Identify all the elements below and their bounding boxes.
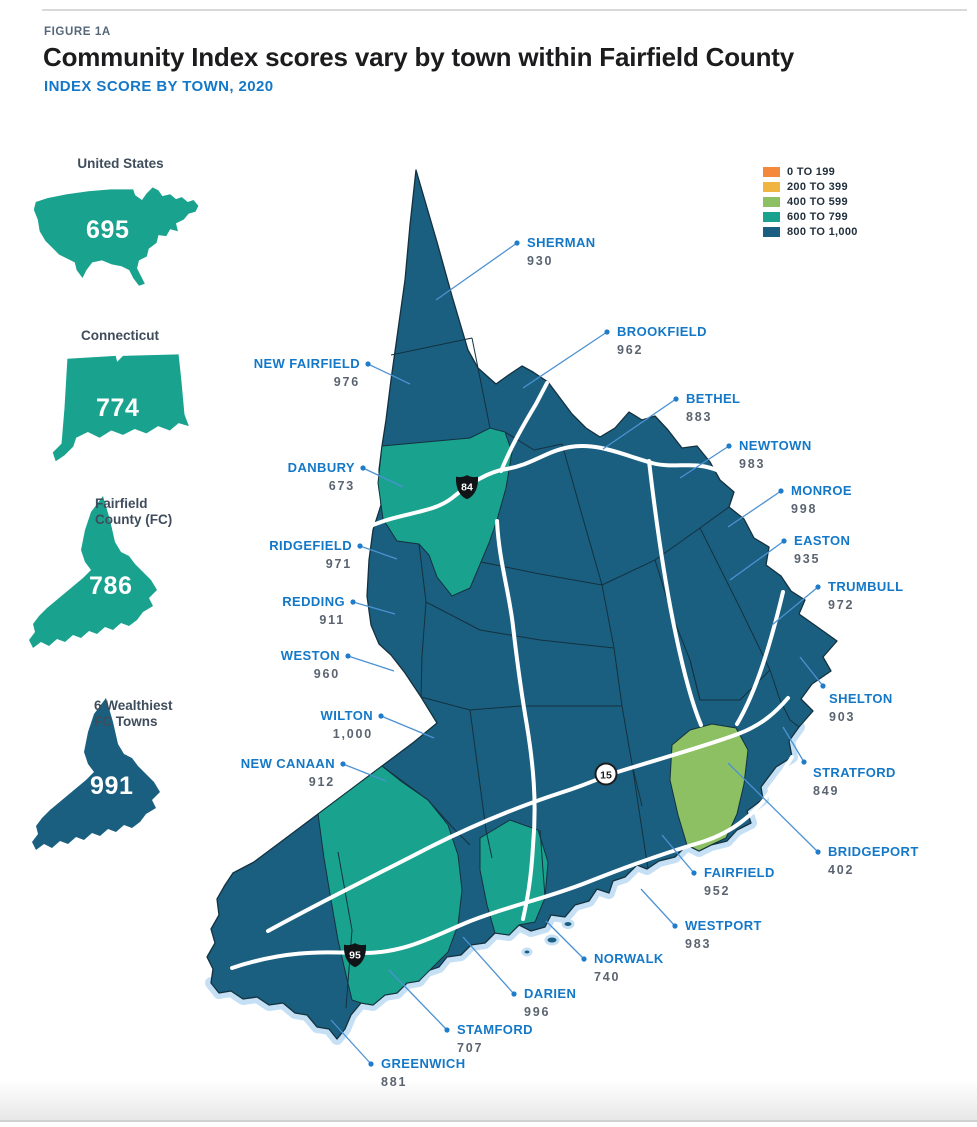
benchmark-united-states: United States 695 [28,156,213,300]
benchmark-title: Fairfield County (FC) [95,496,173,527]
legend-label: 600 TO 799 [787,210,848,223]
svg-text:84: 84 [461,482,473,494]
benchmark-score: 774 [96,394,140,422]
page-bottom-edge [0,1120,977,1122]
figure-title: Community Index scores vary by town with… [43,42,794,72]
legend-label: 0 TO 199 [787,165,836,178]
highway-route7-south [495,519,537,921]
legend-label: 400 TO 599 [787,195,848,208]
i95-shield: 95 [343,943,367,968]
town-label-new-canaan: NEW CANAAN 912 [240,756,335,789]
route15-marker: 15 [594,762,618,786]
town-label-fairfield: FAIRFIELD 952 [704,865,775,898]
legend-label: 200 TO 399 [787,180,848,193]
town-label-weston: WESTON 960 [280,648,340,681]
town-label-trumbull: TRUMBULL 972 [828,579,904,612]
town-label-new-fairfield: NEW FAIRFIELD 976 [253,356,360,389]
figure-subtitle: INDEX SCORE BY TOWN, 2020 [44,78,274,95]
i84-shield: 84 [455,475,479,500]
legend-swatch-amber [763,181,780,192]
town-label-stamford: STAMFORD 707 [457,1022,533,1055]
town-label-bethel: BETHEL 883 [686,391,741,424]
legend-item: 400 TO 599 [763,194,858,209]
figure-eyebrow: FIGURE 1A [44,26,111,38]
town-label-newtown: NEWTOWN 983 [739,438,812,471]
town-label-sherman: SHERMAN 930 [527,235,596,268]
town-label-monroe: MONROE 998 [791,483,852,516]
legend-swatch-teal [763,211,780,222]
benchmark-title: Connecticut [80,328,159,343]
page-bottom-fade [0,1080,977,1121]
benchmark-title: United States [77,156,164,171]
town-label-stratford: STRATFORD 849 [813,765,896,798]
town-borders [337,337,800,1009]
usa-map-icon [33,187,199,286]
benchmark-fairfield-county: Fairfield County (FC) 786 [25,490,190,675]
benchmark-score: 695 [86,216,130,244]
highway-route25 [647,459,703,727]
town-label-ridgefield: RIDGEFIELD 971 [269,538,352,571]
connecticut-map-icon [52,354,189,462]
town-label-norwalk: NORWALK 740 [594,951,664,984]
benchmark-connecticut: Connecticut 774 [40,328,200,470]
benchmark-wealthiest-towns: 6 Wealthiest FC Towns 991 [28,692,193,877]
town-label-wilton: WILTON 1,000 [320,708,373,741]
highways [230,381,794,970]
town-label-darien: DARIEN 996 [524,986,577,1019]
legend-item: 600 TO 799 [763,209,858,224]
legend: 0 TO 199 200 TO 399 400 TO 599 600 TO 79… [763,164,858,239]
highway-i95 [230,755,794,970]
leader-dots [340,240,826,1067]
highway-i84 [364,444,736,530]
legend-item: 800 TO 1,000 [763,224,858,239]
benchmark-score: 991 [90,772,134,800]
legend-label: 800 TO 1,000 [787,225,858,238]
legend-item: 0 TO 199 [763,164,858,179]
svg-text:15: 15 [600,770,612,782]
leader-lines [330,242,824,1065]
top-rule [42,9,967,11]
highway-route15 [266,696,790,933]
benchmark-title: 6 Wealthiest FC Towns [94,698,173,729]
town-label-shelton: SHELTON 903 [829,691,893,724]
highway-route8 [735,590,785,726]
svg-text:95: 95 [349,950,361,962]
legend-swatch-darkblue [763,226,780,237]
town-label-bridgeport: BRIDGEPORT 402 [828,844,919,877]
town-label-easton: EASTON 935 [794,533,851,566]
legend-swatch-green [763,196,780,207]
legend-swatch-orange [763,166,780,177]
town-label-danbury: DANBURY 673 [287,460,355,493]
fairfield-county-icon [29,496,157,648]
danbury-region [377,427,513,597]
town-label-brookfield: BROOKFIELD 962 [617,324,707,357]
highway-route7-north [499,381,549,473]
town-label-greenwich: GREENWICH 881 [381,1056,466,1089]
benchmark-score: 786 [89,572,133,600]
wealthiest-towns-icon [32,698,160,850]
coastal-islands [521,919,575,957]
town-label-redding: REDDING 911 [282,594,345,627]
bridgeport-region [669,723,749,852]
legend-item: 200 TO 399 [763,179,858,194]
town-label-westport: WESTPORT 983 [685,918,762,951]
